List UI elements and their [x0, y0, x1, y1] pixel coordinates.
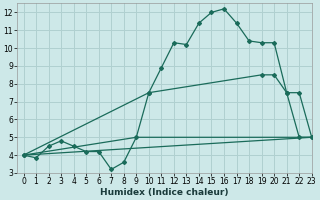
X-axis label: Humidex (Indice chaleur): Humidex (Indice chaleur): [100, 188, 229, 197]
